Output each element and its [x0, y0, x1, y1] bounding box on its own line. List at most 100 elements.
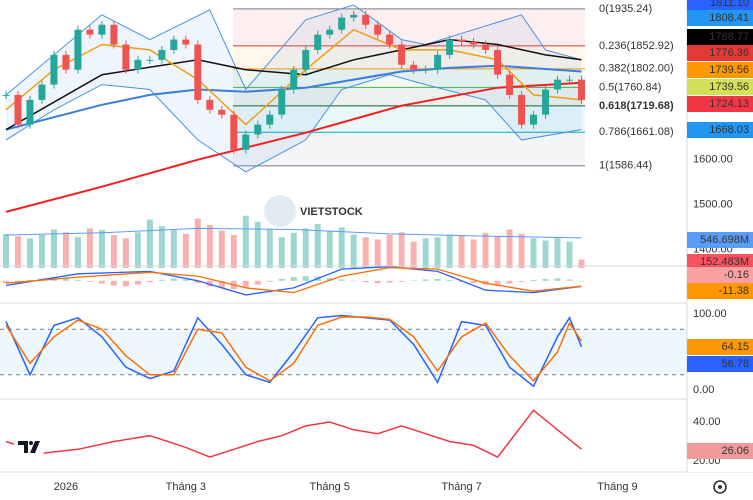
macd-histogram — [386, 280, 393, 283]
candle — [266, 114, 274, 125]
macd-histogram — [530, 279, 537, 281]
macd-histogram — [338, 279, 345, 281]
macd-histogram — [470, 280, 477, 284]
y-tick-label: 100.00 — [693, 308, 727, 320]
candle — [410, 64, 418, 70]
macd-histogram — [74, 279, 81, 281]
candle — [446, 39, 454, 55]
axis-layer: 2026 Tháng 3 Tháng 5 Tháng 7 Tháng 9 1600.00 1… — [54, 0, 753, 493]
macd-histogram — [410, 280, 417, 281]
candle — [38, 84, 46, 100]
macd-histogram — [146, 280, 153, 283]
candle — [170, 39, 178, 50]
volume-bar — [386, 235, 393, 268]
candle — [350, 14, 358, 18]
candle — [242, 134, 250, 150]
price-badge-label: 56.78 — [721, 358, 749, 370]
candle — [506, 74, 514, 95]
macd-line — [5, 266, 582, 294]
volume-bar — [530, 238, 537, 268]
price-badge-label: 1739.56 — [709, 81, 749, 93]
price-badge-label: 1739.56 — [709, 64, 749, 76]
macd-histogram — [242, 280, 249, 288]
settings-icon[interactable] — [713, 480, 727, 494]
price-badge-label: 26.06 — [721, 445, 749, 457]
price-badge — [687, 96, 753, 112]
price-badge-label: 152.483M — [700, 256, 749, 268]
volume-bar — [362, 237, 369, 268]
volume-bar — [290, 232, 297, 268]
volume-bar — [458, 235, 465, 268]
volume-bar — [578, 259, 585, 268]
volume-bar — [482, 232, 489, 268]
candle — [314, 34, 322, 50]
macd-histogram — [14, 280, 21, 283]
volume-bar — [206, 225, 213, 268]
macd-histogram — [350, 280, 357, 282]
macd-histogram — [98, 280, 105, 284]
volume-bar — [554, 237, 561, 268]
volume-bar — [518, 233, 525, 268]
band-lower — [5, 74, 582, 173]
fib-label: 0.786(1661.08) — [599, 126, 674, 138]
moving-average — [5, 38, 582, 131]
candle — [50, 54, 58, 85]
volume-bar — [38, 235, 45, 268]
x-tick-label: Tháng 3 — [166, 481, 206, 493]
macd-histogram — [518, 280, 525, 282]
volume-bar — [242, 215, 249, 268]
macd-histogram — [278, 278, 285, 281]
candle — [434, 54, 442, 70]
watermark: VIETSTOCK — [300, 206, 363, 218]
volume-bar — [350, 234, 357, 268]
candle — [482, 44, 490, 50]
candle — [146, 59, 154, 61]
macd-histogram — [554, 278, 561, 281]
macd-histogram — [290, 277, 297, 281]
candle — [577, 79, 585, 100]
x-tick-label: Tháng 9 — [597, 481, 637, 493]
plot-layer: 0(1935.24) 0.236(1852.92) 0.382(1802.00) 0.… — [0, 3, 687, 459]
volume-bar — [434, 237, 441, 268]
volume-bar — [266, 229, 273, 268]
volume-bar — [254, 221, 261, 268]
candle — [542, 89, 550, 115]
volume-bar — [374, 239, 381, 268]
macd-histogram — [326, 278, 333, 281]
volume-bar — [314, 224, 321, 268]
price-badge-label: -0.16 — [724, 269, 749, 281]
volume-bar — [302, 228, 309, 268]
x-tick-label: 2026 — [54, 481, 78, 493]
x-tick-label: Tháng 7 — [441, 481, 481, 493]
fib-label: 0.618(1719.68) — [599, 100, 674, 112]
price-badge-label: 64.15 — [721, 341, 749, 353]
volume-bar — [146, 219, 153, 268]
candle — [26, 99, 34, 125]
volume-bar — [278, 237, 285, 268]
tv-logo — [14, 434, 46, 458]
macd-histogram — [302, 276, 309, 281]
candle — [206, 99, 214, 110]
candle — [362, 14, 370, 25]
volume-bar — [62, 232, 69, 268]
price-badge — [687, 0, 753, 11]
price-badge — [687, 339, 753, 355]
candle — [278, 89, 286, 115]
volume-bar — [422, 238, 429, 268]
volume-bar — [74, 237, 81, 268]
candle — [494, 49, 502, 75]
candle — [386, 34, 394, 45]
volume-bar — [446, 234, 453, 268]
price-badge-label: 1776.36 — [709, 47, 749, 59]
volume-bar — [158, 226, 165, 268]
macd-histogram — [182, 279, 189, 281]
y-tick-label: 1500.00 — [693, 199, 733, 211]
price-badge-label: 1811.10 — [710, 0, 749, 9]
candle — [134, 59, 142, 70]
price-badge — [687, 45, 753, 61]
candle — [326, 29, 334, 35]
fib-zone — [233, 132, 585, 166]
candle — [398, 44, 406, 65]
volume-bar — [86, 228, 93, 268]
